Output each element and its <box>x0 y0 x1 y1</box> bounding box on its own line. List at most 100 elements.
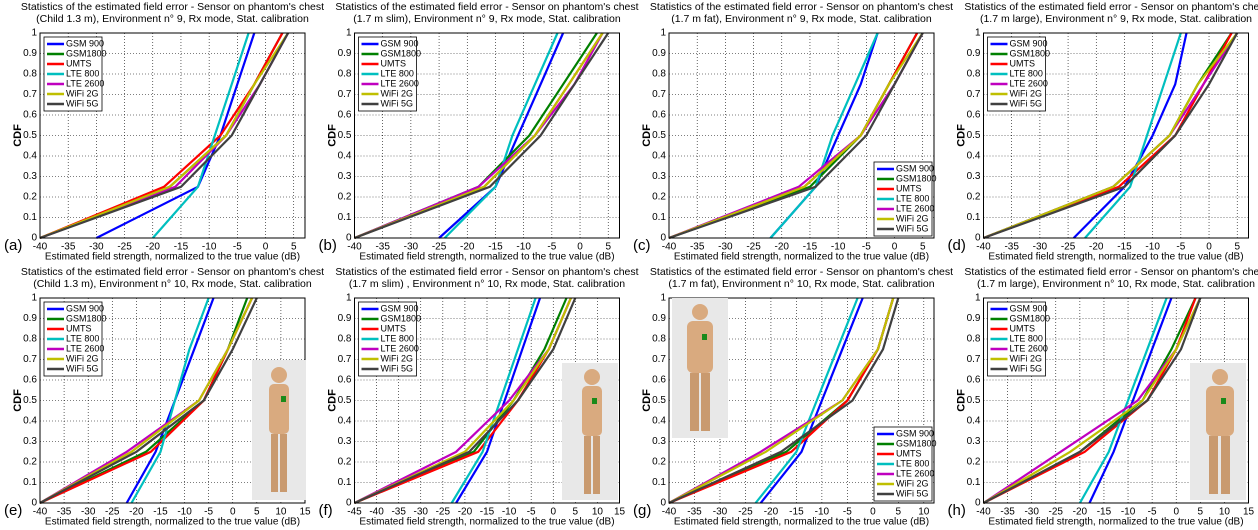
cdf-line <box>982 297 1202 504</box>
sensor <box>281 396 286 402</box>
x-tick-label: 15 <box>299 507 311 518</box>
phantom-body <box>687 321 713 373</box>
cdf-line <box>354 297 577 505</box>
legend-label: GSM1800 <box>66 48 107 58</box>
legend-label: LTE 800 <box>66 68 99 78</box>
x-tick-label: -20 <box>458 507 473 518</box>
chart-title: Statistics of the estimated field error … <box>650 1 953 13</box>
chart-title: Statistics of the estimated field error … <box>21 266 324 278</box>
axes-frame <box>983 297 1249 504</box>
axes-frame <box>668 297 935 504</box>
y-axis-label: CDF <box>12 389 24 412</box>
y-tick-label: 1 <box>975 28 981 39</box>
legend-label: LTE 800 <box>66 333 99 343</box>
legend-label: WiFi 2G <box>896 478 929 488</box>
axes-frame <box>354 32 620 239</box>
x-tick-label: -35 <box>690 242 705 253</box>
y-tick-label: 0.9 <box>967 48 981 59</box>
x-tick-label: -20 <box>146 242 161 253</box>
panel: Statistics of the estimated field error … <box>4 1 324 263</box>
x-tick-label: -40 <box>33 242 48 253</box>
chart-title: Statistics of the estimated field error … <box>21 1 324 13</box>
y-tick-label: 0.1 <box>652 212 666 223</box>
cdf-line <box>1078 297 1168 504</box>
cdf-line <box>1084 32 1182 239</box>
y-tick-label: 0 <box>975 498 981 509</box>
x-tick-label: -25 <box>117 242 132 253</box>
x-tick-label: 5 <box>291 242 297 253</box>
legend-label: UMTS <box>1010 58 1036 68</box>
legend-label: LTE 2600 <box>896 468 934 478</box>
y-tick-label: 0.2 <box>338 457 352 468</box>
phantom-image <box>672 298 728 438</box>
y-tick-label: 1 <box>31 293 37 304</box>
x-tick-label: -5 <box>862 242 871 253</box>
phantom-leg <box>584 436 591 494</box>
cdf-line <box>769 32 879 239</box>
x-tick-label: -25 <box>105 507 120 518</box>
cdf-line <box>982 297 1202 504</box>
y-tick-label: 0.7 <box>967 354 981 365</box>
panel-label: (e) <box>4 502 22 519</box>
axes-frame <box>983 32 1249 239</box>
chart-title: (Child 1.3 m), Environment n° 9, Rx mode… <box>36 13 309 25</box>
chart-title: Statistics of the estimated field error … <box>650 266 953 278</box>
phantom-head <box>271 367 287 383</box>
x-tick-label: -5 <box>204 507 213 518</box>
y-tick-label: 0.5 <box>23 395 37 406</box>
legend-label: LTE 800 <box>896 458 929 468</box>
chart-title: Statistics of the estimated field error … <box>964 266 1258 278</box>
phantom-leg <box>690 373 699 431</box>
y-tick-label: 0.5 <box>652 130 666 141</box>
x-tick-label: -10 <box>516 242 531 253</box>
y-axis-label: CDF <box>326 389 338 412</box>
legend-label: WiFi 2G <box>1010 353 1043 363</box>
chart-title: (1.7 m slim), Environment n° 9, Rx mode,… <box>353 13 621 25</box>
y-tick-label: 0.3 <box>967 171 981 182</box>
y-tick-label: 0.6 <box>338 110 352 121</box>
x-tick-label: -15 <box>1117 242 1132 253</box>
y-tick-label: 0.8 <box>652 334 666 345</box>
y-axis-label: CDF <box>955 389 967 412</box>
y-tick-label: 0 <box>31 233 37 244</box>
y-tick-label: 0.4 <box>652 151 666 162</box>
phantom-leg <box>271 434 278 492</box>
y-tick-label: 0.5 <box>338 130 352 141</box>
y-tick-label: 0.8 <box>967 334 981 345</box>
x-tick-label: -10 <box>831 242 846 253</box>
y-tick-label: 0.7 <box>23 89 37 100</box>
y-tick-label: 1 <box>660 293 666 304</box>
y-tick-label: 0.4 <box>23 151 37 162</box>
x-axis-label: Estimated field strength, normalized to … <box>988 252 1243 263</box>
y-tick-label: 0.6 <box>967 110 981 121</box>
chart-title: Statistics of the estimated field error … <box>335 266 638 278</box>
x-tick-label: -40 <box>369 507 384 518</box>
legend-label: UMTS <box>381 323 407 333</box>
x-tick-label: -5 <box>233 242 242 253</box>
x-tick-label: -35 <box>391 507 406 518</box>
y-axis-label: CDF <box>641 389 653 412</box>
y-tick-label: 0.6 <box>23 110 37 121</box>
legend-label: GSM 900 <box>1010 38 1048 48</box>
y-tick-label: 1 <box>31 28 37 39</box>
sensor <box>592 398 597 404</box>
legend-label: UMTS <box>66 58 92 68</box>
x-tick-label: 0 <box>1173 507 1179 518</box>
cdf-line <box>668 297 895 504</box>
legend-label: WiFi 5G <box>66 98 99 108</box>
legend-label: LTE 800 <box>896 193 929 203</box>
chart-title: (1.7 m slim) , Environment n° 10, Rx mod… <box>349 278 625 290</box>
phantom-body <box>269 384 289 434</box>
y-tick-label: 1 <box>975 293 981 304</box>
legend-label: WiFi 5G <box>381 363 414 373</box>
legend-label: GSM1800 <box>896 438 937 448</box>
x-tick-label: -35 <box>61 242 76 253</box>
legend-label: LTE 800 <box>1010 333 1043 343</box>
x-tick-label: 5 <box>1234 242 1240 253</box>
x-tick-label: 5 <box>605 242 611 253</box>
x-tick-label: 0 <box>870 507 876 518</box>
y-tick-label: 0 <box>660 233 666 244</box>
chart-title: (Child 1.3 m), Environment n° 10, Rx mod… <box>33 278 312 290</box>
